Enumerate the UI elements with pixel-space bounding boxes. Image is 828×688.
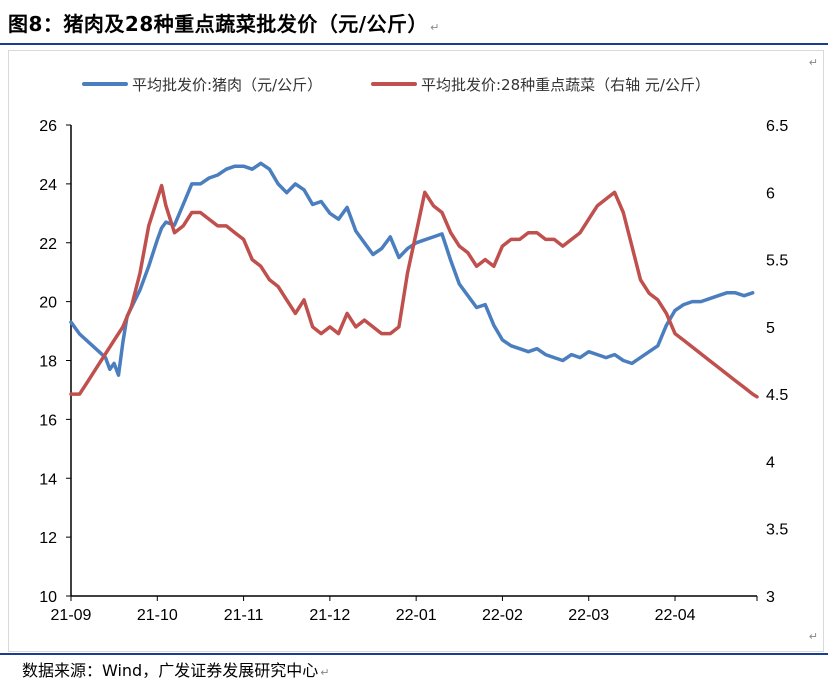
legend-group: 平均批发价:猪肉（元/公斤） 平均批发价:28种重点蔬菜（右轴 元/公斤）: [82, 76, 710, 94]
y-left-tick-label: 24: [39, 177, 57, 194]
y-right-tick-label: 5: [766, 320, 775, 337]
x-tick-label: 22-03: [568, 607, 609, 624]
return-mark-icon: ↵: [430, 21, 440, 34]
legend-label-pork: 平均批发价:猪肉（元/公斤）: [132, 76, 322, 94]
return-mark-icon-source: ↵: [320, 666, 330, 679]
chart-frame: [8, 50, 824, 652]
y-right-tick-label: 4.5: [766, 387, 788, 404]
y-left-tick-label: 12: [39, 530, 57, 547]
series-group: [69, 161, 759, 399]
y-right-tick-label: 5.5: [766, 253, 788, 270]
x-tick-label: 22-04: [655, 607, 696, 624]
y-left-tick-label: 10: [39, 589, 57, 606]
x-tick-label: 21-09: [51, 607, 92, 624]
figure-title: 图8：猪肉及28种重点蔬菜批发价（元/公斤） ↵: [8, 8, 440, 37]
title-divider: [0, 43, 828, 45]
legend-label-vegetables: 平均批发价:28种重点蔬菜（右轴 元/公斤）: [421, 76, 710, 94]
y-right-tick-label: 6.5: [766, 118, 788, 135]
source-note: 数据来源：Wind，广发证券发展研究中心 ↵: [22, 657, 329, 681]
y-right-tick-label: 4: [766, 454, 775, 471]
y-left-tick-label: 22: [39, 236, 57, 253]
x-tick-label: 21-11: [224, 607, 264, 624]
axes-group: 10 12 14 16 18 20 22 24 26 3 3.5 4 4.5 5 5.5 6 6.5 21-09 2…: [39, 118, 788, 624]
y-left-tick-label: 20: [39, 295, 57, 312]
y-left-tick-label: 16: [39, 412, 57, 429]
x-tick-label: 21-10: [137, 607, 178, 624]
y-right-tick-label: 3.5: [766, 522, 788, 539]
y-left-tick-label: 26: [39, 118, 57, 135]
figure-title-text: 图8：猪肉及28种重点蔬菜批发价（元/公斤）: [8, 12, 429, 36]
y-right-tick-label: 6: [766, 185, 775, 202]
bottom-divider: [0, 653, 828, 655]
series-line-pork: [69, 161, 755, 377]
x-tick-label: 22-02: [482, 607, 523, 624]
x-tick-label: 22-01: [396, 607, 437, 624]
y-right-tick-label: 3: [766, 589, 775, 606]
return-mark-icon-bottom: ↵: [808, 630, 818, 643]
y-left-tick-label: 14: [39, 471, 57, 488]
return-mark-icon-top: ↵: [808, 56, 818, 69]
y-left-tick-label: 18: [39, 354, 57, 371]
x-tick-label: 21-12: [309, 607, 350, 624]
source-text: 数据来源：Wind，广发证券发展研究中心: [22, 661, 319, 680]
series-line-vegetables: [69, 183, 759, 399]
